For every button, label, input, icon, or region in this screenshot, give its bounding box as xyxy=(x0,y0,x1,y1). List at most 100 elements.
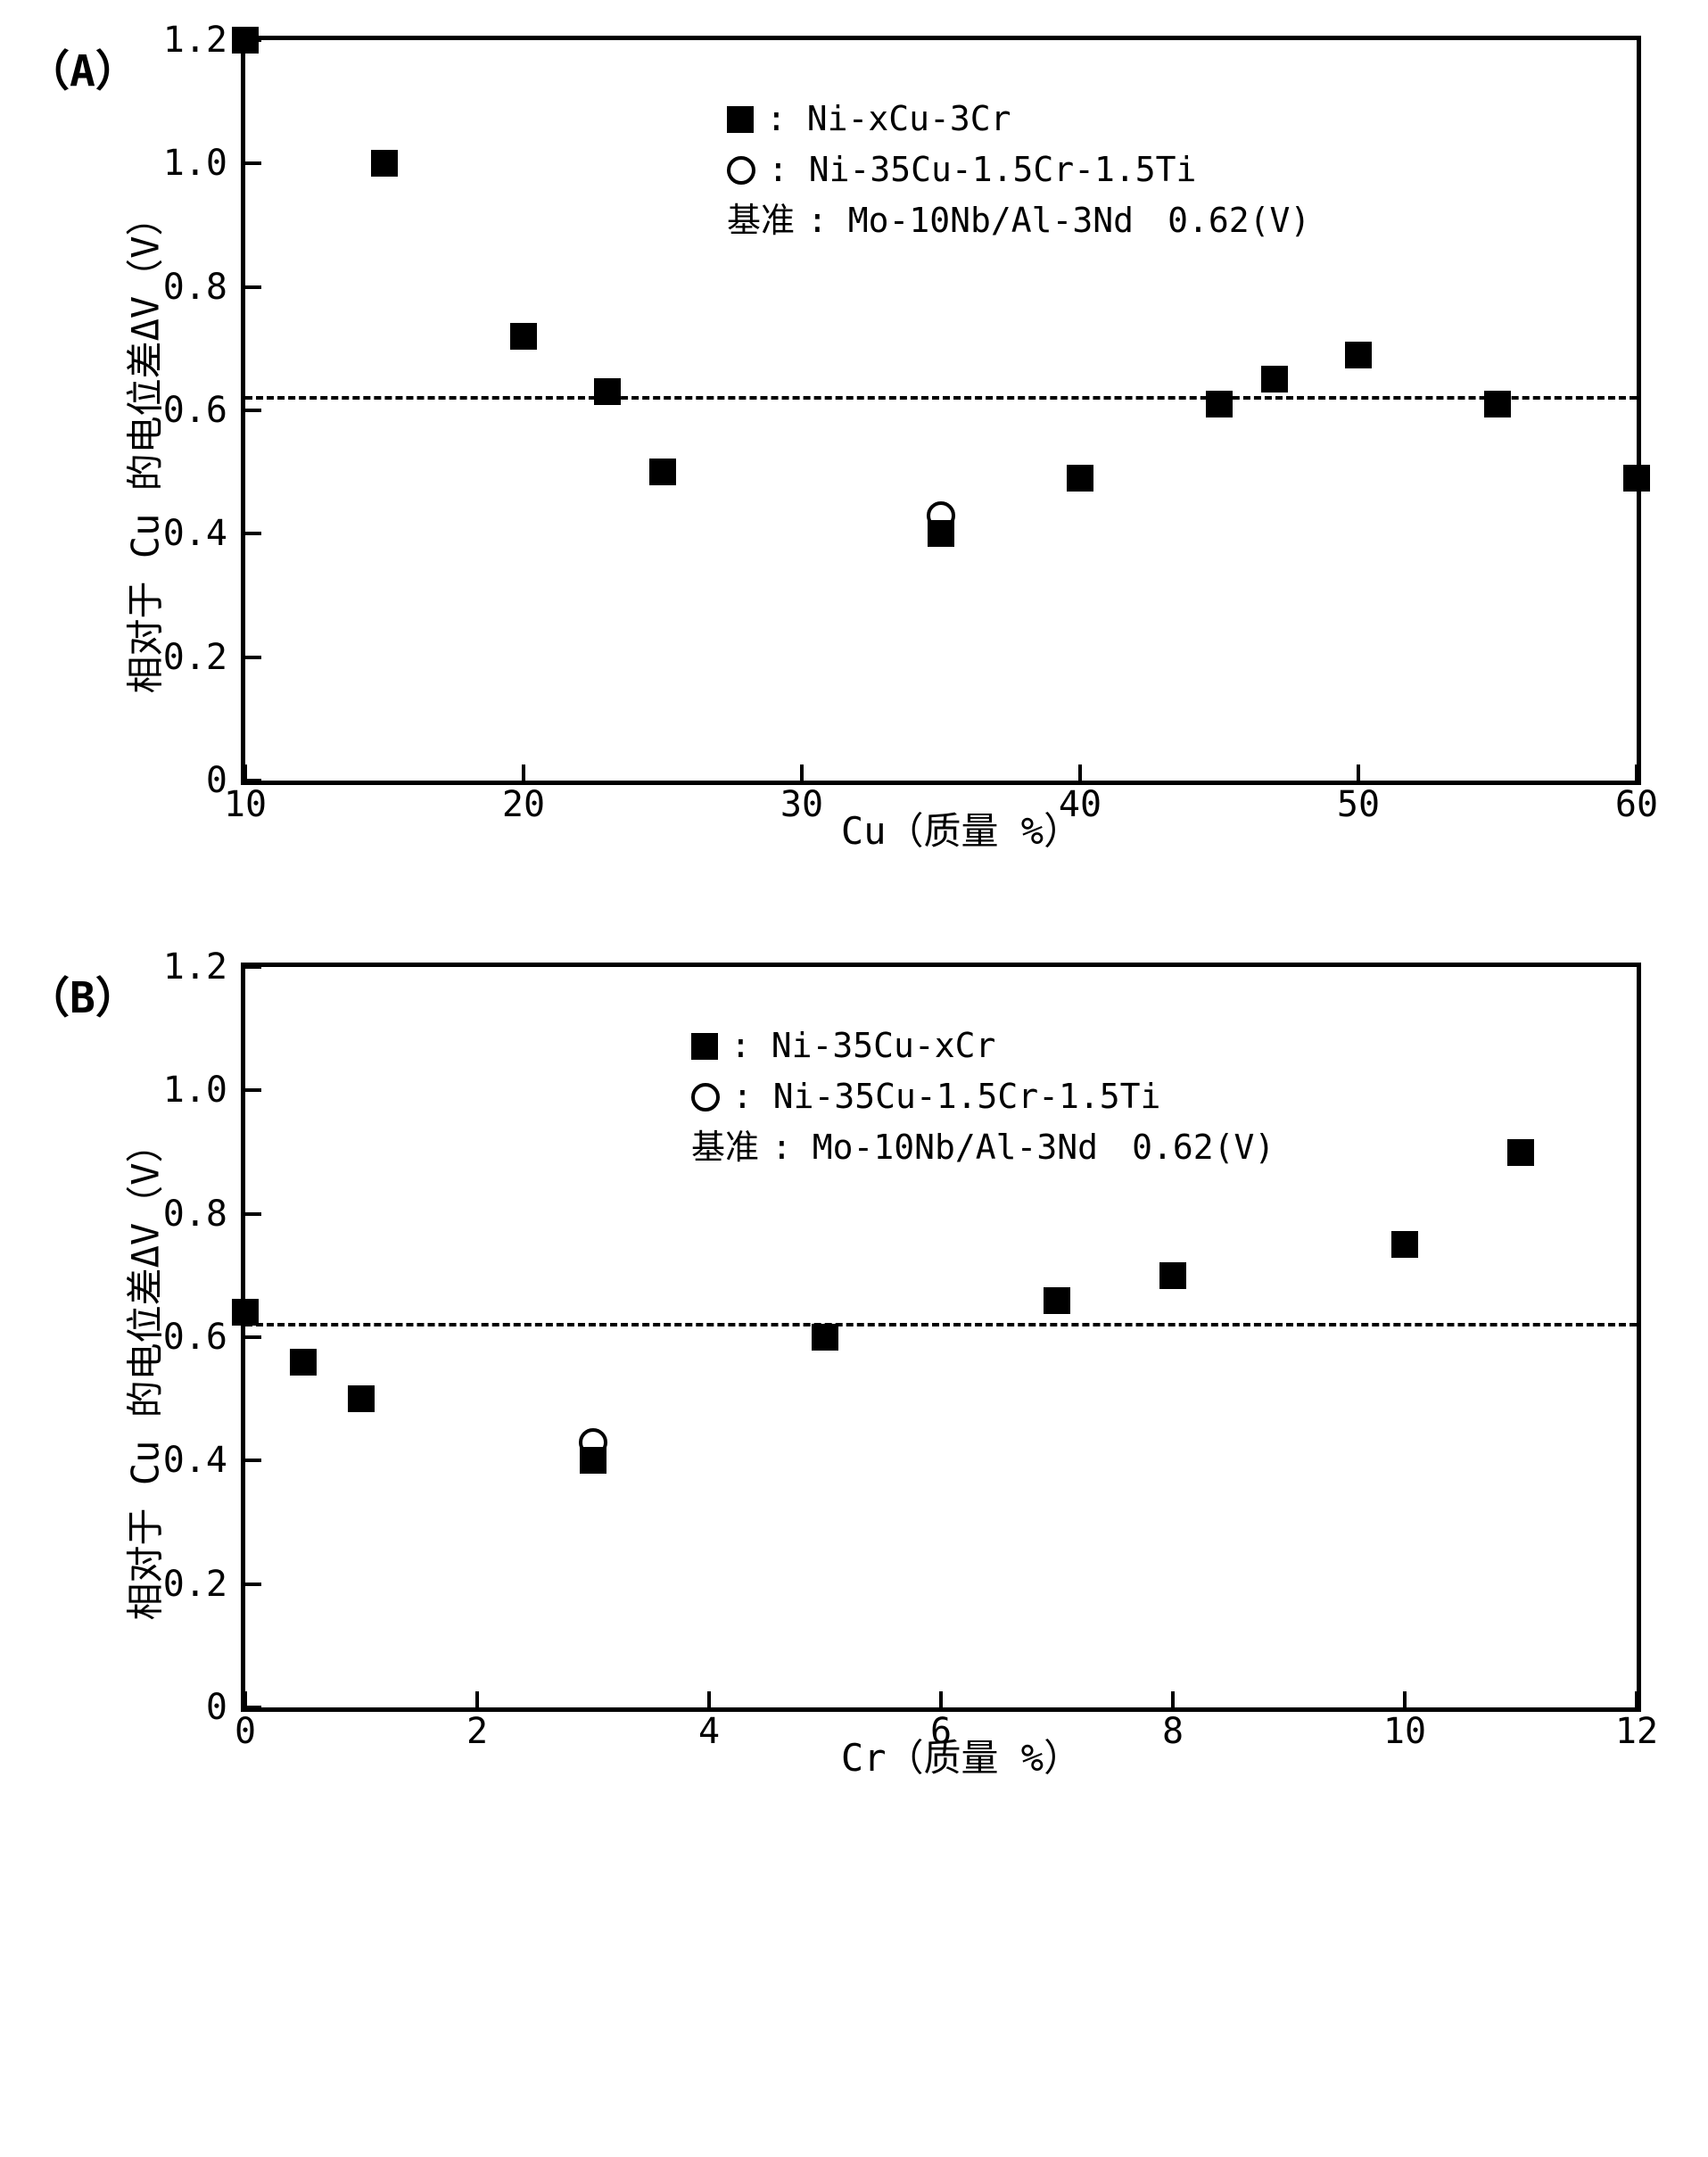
legend-square-label: : Ni-xCu-3Cr xyxy=(766,94,1011,145)
legend-row-square: : Ni-xCu-3Cr xyxy=(727,94,1310,145)
legend-row-square: : Ni-35Cu-xCr xyxy=(691,1021,1275,1071)
x-tick-label: 60 xyxy=(1615,784,1658,825)
x-tick-label: 8 xyxy=(1162,1711,1184,1752)
y-tick-label: 0.4 xyxy=(147,1440,227,1481)
data-point-square xyxy=(594,378,621,405)
panel-a-x-title: Cu（质量 %） xyxy=(241,801,1681,855)
x-tick-label: 4 xyxy=(698,1711,720,1752)
y-tick-mark xyxy=(245,965,261,969)
data-point-square xyxy=(1067,465,1093,492)
data-point-square xyxy=(1206,391,1233,417)
data-point-square xyxy=(371,150,398,177)
legend-ref-prefix: 基准 xyxy=(727,195,795,246)
y-tick-mark xyxy=(245,1583,261,1586)
data-point-square xyxy=(1623,465,1650,492)
x-tick-mark xyxy=(1171,1691,1175,1707)
x-tick-label: 50 xyxy=(1337,784,1380,825)
x-tick-label: 10 xyxy=(224,784,267,825)
legend-row-ref: 基准: Mo-10Nb/Al-3Nd 0.62(V) xyxy=(691,1122,1275,1173)
y-tick-label: 0 xyxy=(147,1687,227,1728)
legend-ref-prefix: 基准 xyxy=(691,1122,759,1173)
x-tick-label: 30 xyxy=(780,784,823,825)
y-tick-label: 1.2 xyxy=(147,946,227,988)
data-point-square xyxy=(232,27,259,54)
y-tick-mark xyxy=(245,1088,261,1092)
y-tick-mark xyxy=(245,161,261,165)
y-tick-label: 0.2 xyxy=(147,637,227,678)
data-point-square xyxy=(1159,1262,1186,1289)
data-point-square xyxy=(1261,366,1288,393)
data-point-square xyxy=(928,520,954,547)
y-tick-mark xyxy=(245,1335,261,1339)
legend-square-label: : Ni-35Cu-xCr xyxy=(730,1021,995,1071)
y-tick-label: 0.2 xyxy=(147,1564,227,1605)
data-point-square xyxy=(1507,1139,1534,1166)
legend-row-ref: 基准: Mo-10Nb/Al-3Nd 0.62(V) xyxy=(727,195,1310,246)
panel-b-label: （B） xyxy=(27,963,138,1025)
x-tick-label: 40 xyxy=(1059,784,1102,825)
panel-b: （B） 相对于 Cu 的电位差ΔV（V） 02468101200.20.40.6… xyxy=(27,963,1681,1782)
y-tick-label: 0.6 xyxy=(147,1317,227,1358)
x-tick-mark xyxy=(939,1691,943,1707)
data-point-square xyxy=(649,459,676,485)
panel-b-chart: 相对于 Cu 的电位差ΔV（V） 02468101200.20.40.60.81… xyxy=(134,963,1681,1782)
data-point-square xyxy=(232,1299,259,1326)
y-tick-label: 0.4 xyxy=(147,513,227,554)
x-tick-mark xyxy=(475,1691,479,1707)
x-tick-mark xyxy=(1635,1691,1638,1707)
panel-a: （A） 相对于 Cu 的电位差ΔV（V） 10203040506000.20.4… xyxy=(27,36,1681,855)
reference-line xyxy=(245,396,1637,400)
y-tick-label: 1.0 xyxy=(147,1070,227,1111)
x-tick-label: 2 xyxy=(466,1711,488,1752)
legend-row-circle: : Ni-35Cu-1.5Cr-1.5Ti xyxy=(727,145,1310,195)
legend-circle-icon xyxy=(691,1083,720,1112)
legend-square-icon xyxy=(691,1033,718,1060)
figure: （A） 相对于 Cu 的电位差ΔV（V） 10203040506000.20.4… xyxy=(27,36,1681,1782)
x-tick-label: 12 xyxy=(1615,1711,1658,1752)
data-point-square xyxy=(1345,342,1372,368)
data-point-square xyxy=(348,1385,375,1412)
legend-row-circle: : Ni-35Cu-1.5Cr-1.5Ti xyxy=(691,1071,1275,1122)
y-tick-label: 0.8 xyxy=(147,267,227,308)
legend: : Ni-xCu-3Cr: Ni-35Cu-1.5Cr-1.5Ti基准: Mo-… xyxy=(727,94,1310,246)
data-point-square xyxy=(1391,1231,1418,1258)
x-tick-mark xyxy=(1635,764,1638,781)
y-tick-mark xyxy=(245,1706,261,1709)
legend-circle-label: : Ni-35Cu-1.5Cr-1.5Ti xyxy=(768,145,1196,195)
data-point-square xyxy=(580,1447,606,1474)
y-tick-label: 1.2 xyxy=(147,20,227,61)
x-tick-mark xyxy=(522,764,525,781)
y-tick-mark xyxy=(245,1459,261,1462)
y-tick-mark xyxy=(245,656,261,659)
y-tick-mark xyxy=(245,409,261,412)
legend: : Ni-35Cu-xCr: Ni-35Cu-1.5Cr-1.5Ti基准: Mo… xyxy=(691,1021,1275,1173)
x-tick-mark xyxy=(1078,764,1082,781)
data-point-square xyxy=(290,1349,317,1376)
x-tick-label: 20 xyxy=(502,784,545,825)
data-point-square xyxy=(1044,1287,1070,1314)
y-tick-label: 0.8 xyxy=(147,1194,227,1235)
y-tick-label: 0 xyxy=(147,760,227,801)
panel-a-chart: 相对于 Cu 的电位差ΔV（V） 10203040506000.20.40.60… xyxy=(134,36,1681,855)
x-tick-mark xyxy=(707,1691,711,1707)
panel-b-plot: 02468101200.20.40.60.81.01.2: Ni-35Cu-xC… xyxy=(241,963,1641,1712)
legend-ref-label: : Mo-10Nb/Al-3Nd 0.62(V) xyxy=(807,195,1310,246)
panel-a-label: （A） xyxy=(27,36,138,98)
legend-square-icon xyxy=(727,106,754,133)
x-tick-label: 10 xyxy=(1383,1711,1426,1752)
y-tick-mark xyxy=(245,285,261,289)
y-tick-mark xyxy=(245,1212,261,1216)
x-tick-label: 0 xyxy=(235,1711,256,1752)
panel-b-x-title: Cr（质量 %） xyxy=(241,1728,1681,1782)
data-point-square xyxy=(1484,391,1511,417)
y-tick-mark xyxy=(245,779,261,782)
x-tick-mark xyxy=(1357,764,1360,781)
legend-ref-label: : Mo-10Nb/Al-3Nd 0.62(V) xyxy=(771,1122,1275,1173)
legend-circle-icon xyxy=(727,156,755,185)
y-tick-label: 0.6 xyxy=(147,390,227,431)
x-tick-mark xyxy=(1403,1691,1407,1707)
legend-circle-label: : Ni-35Cu-1.5Cr-1.5Ti xyxy=(732,1071,1160,1122)
reference-line xyxy=(245,1323,1637,1326)
panel-a-plot: 10203040506000.20.40.60.81.01.2: Ni-xCu-… xyxy=(241,36,1641,785)
y-tick-mark xyxy=(245,532,261,535)
